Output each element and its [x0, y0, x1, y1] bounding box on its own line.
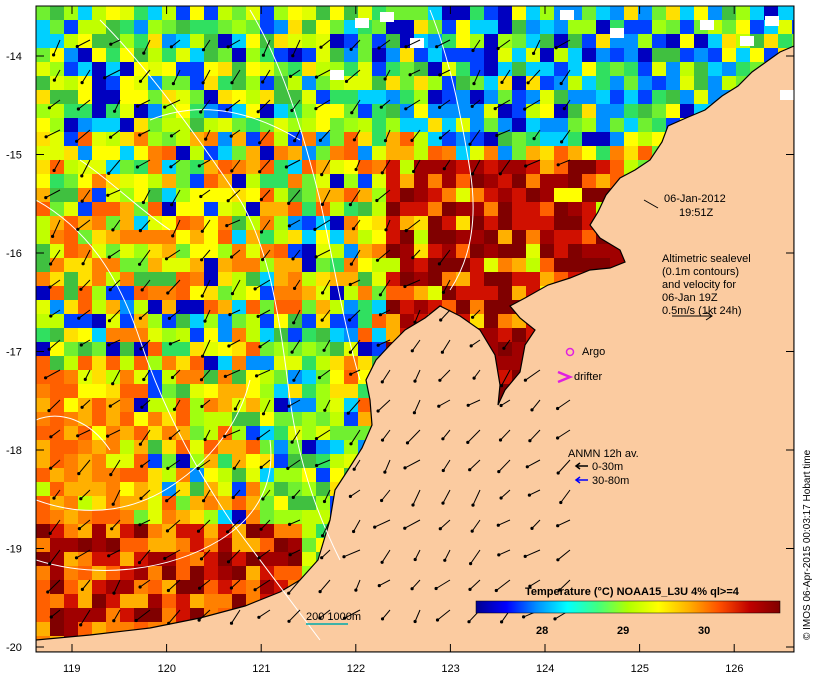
axis-ticks: -14 -15 -16 -17 -18 -19 -20 119 120 121 122 123 124 1…: [6, 6, 794, 675]
lat-tick-label: -16: [6, 248, 22, 260]
cloud-mask: [330, 10, 794, 100]
imos-credit: © IMOS 06-Apr-2015 00:03:17 Hobart time: [802, 449, 813, 640]
colorbar: Temperature (°C) NOAA15_L3U 4% ql>=4 28 …: [475, 586, 781, 637]
land-mass: [36, 6, 794, 652]
time-label: 19:51Z: [679, 207, 714, 219]
lat-tick-label: -15: [6, 150, 22, 162]
colorbar-tick-29: 29: [617, 625, 629, 637]
date-label: 06-Jan-2012: [664, 193, 726, 205]
lon-tick-label: 126: [725, 663, 743, 675]
velocity-vectors: [44, 39, 571, 627]
anmn-legend: ANMN 12h av. 0-30m 30-80m: [568, 448, 639, 487]
lon-tick-label: 123: [441, 663, 459, 675]
plot-frame: [35, 5, 795, 653]
lon-tick-label: 124: [536, 663, 554, 675]
anmn-shallow-label: 0-30m: [592, 461, 623, 473]
lon-tick-label: 119: [63, 663, 81, 675]
svg-text:(0.1m contours): (0.1m contours): [662, 266, 739, 278]
lon-tick-label: 122: [347, 663, 365, 675]
colorbar-tick-30: 30: [698, 625, 710, 637]
colorbar-title: Temperature (°C) NOAA15_L3U 4% ql>=4: [525, 586, 740, 598]
argo-marker: [565, 347, 575, 357]
lon-tick-label: 121: [252, 663, 270, 675]
lat-tick-label: -20: [6, 642, 22, 654]
svg-text:and velocity for: and velocity for: [662, 279, 736, 291]
lon-tick-label: 125: [631, 663, 649, 675]
colorbar-ramp: [475, 600, 781, 614]
drifter-label: drifter: [574, 371, 602, 383]
anmn-deep-label: 30-80m: [592, 475, 629, 487]
drifter-marker: [557, 370, 574, 384]
sealevel-contours: [36, 9, 474, 641]
lat-tick-label: -14: [6, 51, 22, 63]
colorbar-tick-28: 28: [536, 625, 548, 637]
lat-tick-label: -17: [6, 347, 22, 359]
svg-text:06-Jan 19Z: 06-Jan 19Z: [662, 292, 718, 304]
svg-text:0.5m/s (1kt 24h): 0.5m/s (1kt 24h): [662, 305, 741, 317]
lat-tick-label: -19: [6, 544, 22, 556]
anmn-title: ANMN 12h av.: [568, 448, 639, 460]
scale-bar-label: 200 1000m: [306, 611, 361, 623]
date-pointer: [643, 199, 659, 209]
lat-tick-label: -18: [6, 445, 22, 457]
svg-text:Altimetric sealevel: Altimetric sealevel: [662, 253, 751, 265]
lon-tick-label: 120: [158, 663, 176, 675]
altimetry-legend: Altimetric sealevel (0.1m contours) and …: [662, 253, 751, 321]
argo-label: Argo: [582, 346, 605, 358]
